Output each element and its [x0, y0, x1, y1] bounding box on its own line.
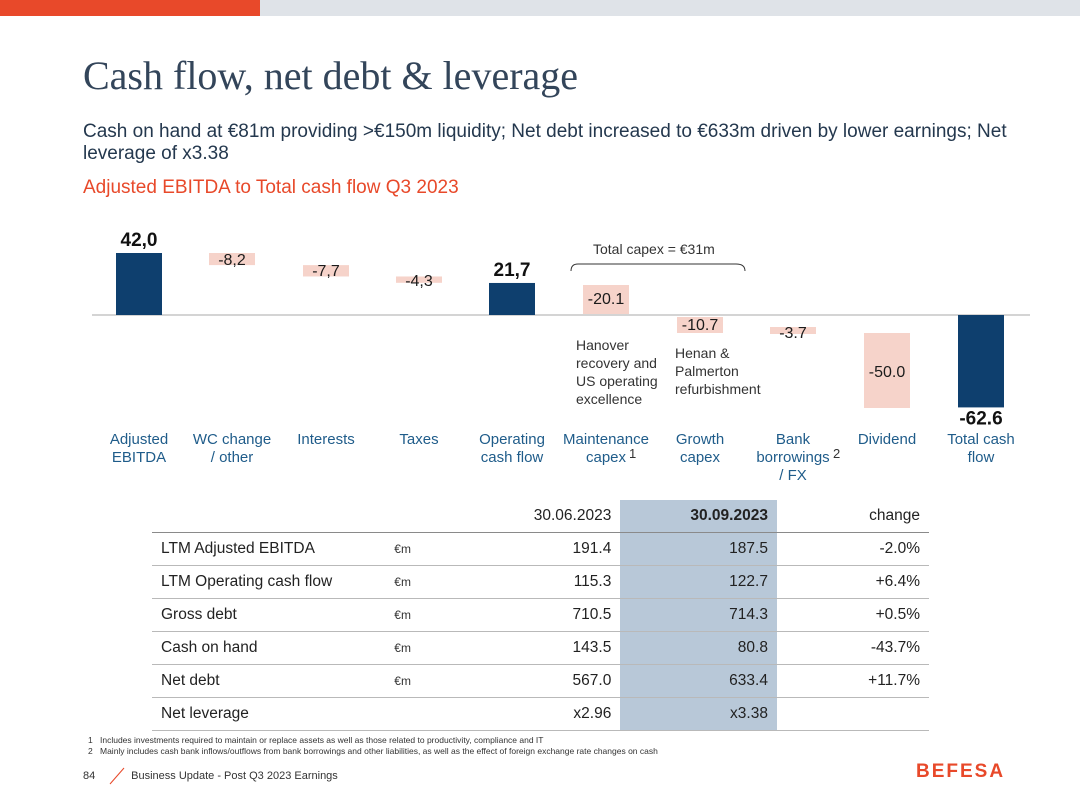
footnotes: 1 Includes investments required to mainta… [88, 735, 658, 757]
row-label: Gross debt [152, 598, 347, 632]
value-change: -2.0% [776, 532, 929, 566]
waterfall-chart: 42,0 -8,2 -7,7 -4,3 21,7 -20.1 -10.7 -3.7 -50.0 -… [92, 230, 1030, 484]
value-change: -43.7% [776, 631, 929, 665]
metrics-table: 30.06.2023 30.09.2023 change LTM Adjuste… [152, 500, 929, 731]
table-header-cell: 30.06.2023 [463, 500, 621, 533]
bar-adjusted-ebitda [116, 253, 162, 315]
table-row: Net debt €m 567.0 633.4 +11.7% [152, 664, 929, 698]
table-header-row: 30.06.2023 30.09.2023 change [152, 500, 929, 533]
value-30-06-2023: 143.5 [463, 631, 621, 665]
bar-wc-change-other [209, 253, 255, 266]
chart-section-title: Adjusted EBITDA to Total cash flow Q3 20… [83, 177, 459, 198]
table-row: Gross debt €m 710.5 714.3 +0.5% [152, 598, 929, 632]
value-label: -10.7 [682, 317, 719, 334]
value-label: -50.0 [869, 364, 906, 381]
row-unit: €m [346, 532, 464, 566]
value-30-06-2023: 567.0 [463, 664, 621, 698]
category-label: Maintenance capex [563, 431, 649, 466]
category-footnote-marker: 1 [629, 446, 636, 461]
row-label: Net debt [152, 664, 347, 698]
category-label: Growth capex [676, 431, 724, 466]
top-accent-bar [0, 0, 260, 16]
value-30-09-2023: 122.7 [620, 565, 777, 599]
footnote-1: 1 Includes investments required to mainta… [88, 735, 544, 745]
table-row: Cash on hand €m 143.5 80.8 -43.7% [152, 631, 929, 665]
bar-operating-cash-flow [489, 282, 535, 315]
capex-bracket [570, 263, 746, 272]
table-header-cell: 30.09.2023 [620, 500, 777, 533]
row-unit: €m [346, 565, 464, 599]
value-30-06-2023: 115.3 [463, 565, 621, 599]
row-unit [346, 697, 464, 731]
value-label: 21,7 [494, 260, 531, 281]
slash-divider-icon [109, 767, 125, 785]
table-row: Net leverage x2.96 x3.38 [152, 697, 929, 731]
value-label: -7,7 [312, 263, 340, 280]
value-30-06-2023: 191.4 [463, 532, 621, 566]
value-label: -62.6 [959, 408, 1002, 429]
value-30-09-2023: 714.3 [620, 598, 777, 632]
bar-taxes [396, 276, 442, 283]
top-grey-bar [260, 0, 1080, 16]
value-change: +0.5% [776, 598, 929, 632]
bar-total-cash-flow [958, 315, 1004, 408]
value-change [776, 697, 929, 731]
category-label: Adjusted EBITDA [110, 431, 168, 466]
page-title: Cash flow, net debt & leverage [83, 53, 579, 98]
value-30-09-2023: 633.4 [620, 664, 777, 698]
value-label: -4,3 [405, 273, 433, 290]
table-row: LTM Operating cash flow €m 115.3 122.7 +6.4% [152, 565, 929, 599]
category-label: Interests [297, 431, 355, 448]
category-label: Operating cash flow [479, 431, 545, 466]
value-30-09-2023: 80.8 [620, 631, 777, 665]
table-header-cell [346, 500, 464, 533]
category-label: Dividend [858, 431, 916, 448]
value-30-09-2023: x3.38 [620, 697, 777, 731]
befesa-logo: BEFESA [916, 761, 1006, 782]
category-label: Taxes [399, 431, 438, 448]
table-header-cell: change [776, 500, 929, 533]
footnote-2: 2 Mainly includes cash bank inflows/outfl… [88, 746, 658, 756]
row-label: LTM Operating cash flow [152, 565, 347, 599]
category-footnote-marker: 2 [833, 446, 840, 461]
bar-growth-capex [677, 317, 723, 333]
value-30-09-2023: 187.5 [620, 532, 777, 566]
bar-dividend [864, 333, 910, 408]
value-label: -20.1 [588, 291, 625, 308]
row-unit: €m [346, 598, 464, 632]
capex-bracket-label: Total capex = €31m [593, 241, 715, 257]
value-label: -3.7 [779, 325, 807, 342]
row-unit: €m [346, 664, 464, 698]
value-label: 42,0 [121, 230, 158, 251]
bar-interests [303, 265, 349, 277]
table-header-cell [152, 500, 347, 533]
maintenance-note: Hanover recovery and US operating excell… [576, 337, 662, 407]
value-30-06-2023: 710.5 [463, 598, 621, 632]
value-change: +6.4% [776, 565, 929, 599]
value-change: +11.7% [776, 664, 929, 698]
row-label: Net leverage [152, 697, 347, 731]
row-label: LTM Adjusted EBITDA [152, 532, 347, 566]
bar-maintenance-capex [583, 285, 629, 314]
growth-note: Henan & Palmerton refurbishment [675, 345, 761, 397]
table-row: LTM Adjusted EBITDA €m 191.4 187.5 -2.0% [152, 532, 929, 566]
row-label: Cash on hand [152, 631, 347, 665]
value-30-06-2023: x2.96 [463, 697, 621, 731]
category-label: WC change / other [193, 431, 271, 466]
footer-text: Business Update - Post Q3 2023 Earnings [131, 769, 338, 782]
page-subtitle: Cash on hand at €81m providing >€150m li… [83, 121, 1007, 164]
row-unit: €m [346, 631, 464, 665]
bar-bank-borrowings-fx [770, 327, 816, 334]
page-number: 84 [83, 769, 96, 782]
category-label: Total cash flow [947, 431, 1015, 466]
category-label: Bank borrowings / FX [756, 431, 829, 484]
footer: 84 Business Update - Post Q3 2023 Earnin… [83, 767, 338, 785]
value-label: -8,2 [218, 252, 246, 269]
